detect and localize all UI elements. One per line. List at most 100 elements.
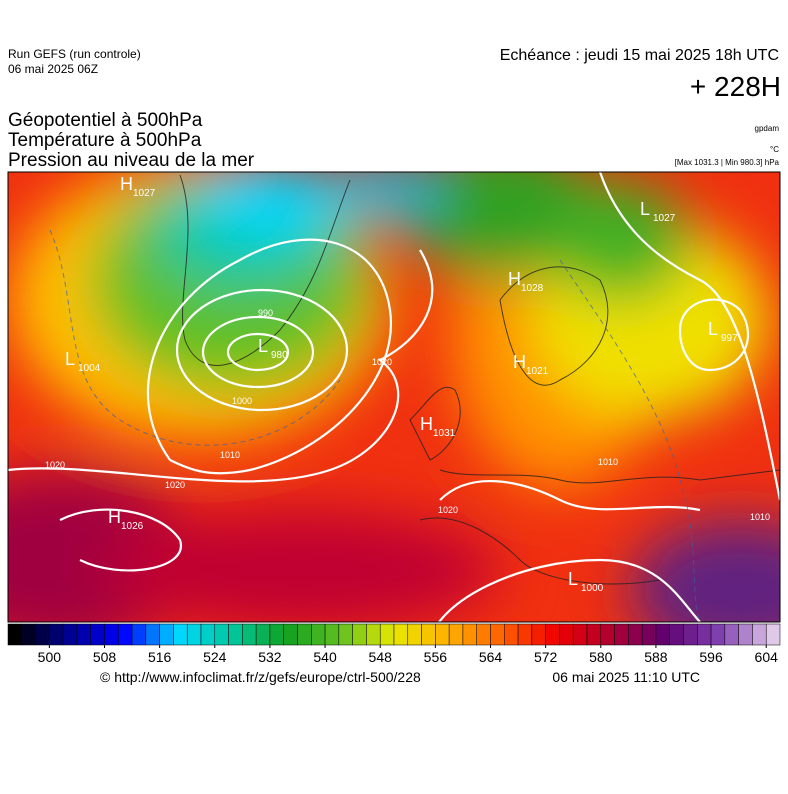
colorbar-swatch — [683, 623, 698, 646]
center-value: 1021 — [526, 366, 549, 377]
colorbar-swatch — [697, 623, 712, 646]
colorbar-swatch — [49, 623, 64, 646]
colorbar-swatch — [366, 623, 381, 646]
colorbar-swatch — [752, 623, 767, 646]
isobar-label: 1020 — [438, 505, 458, 515]
colorbar-swatch — [159, 623, 174, 646]
center-letter: L — [65, 349, 75, 369]
colorbar-swatch — [448, 623, 464, 646]
center-letter: L — [258, 336, 268, 356]
colorbar-swatch — [269, 623, 284, 646]
legend-line: Température à 500hPa — [8, 130, 202, 151]
colorbar-label: 556 — [424, 649, 448, 665]
center-letter: H — [420, 414, 433, 434]
colorbar-swatch — [145, 623, 160, 646]
colorbar-swatch — [324, 623, 340, 646]
center-letter: H — [513, 352, 526, 372]
colorbar-swatch — [131, 623, 147, 646]
colorbar-swatch — [352, 623, 367, 646]
colorbar-swatch — [228, 623, 243, 646]
colorbar-swatch — [641, 623, 657, 646]
colorbar-label: 548 — [369, 649, 393, 665]
colorbar-swatch — [655, 623, 670, 646]
colorbar-swatch — [710, 623, 726, 646]
colorbar-swatch — [628, 623, 643, 646]
center-letter: H — [120, 174, 133, 194]
unit: °C — [770, 145, 779, 154]
colorbar-swatch — [572, 623, 588, 646]
center-letter: H — [508, 269, 521, 289]
colorbar-swatch — [90, 623, 105, 646]
colorbar-swatch — [738, 623, 753, 646]
colorbar-swatch — [214, 623, 229, 646]
center-value: 1031 — [433, 428, 456, 439]
colorbar-swatch — [531, 623, 546, 646]
colorbar-swatch — [283, 623, 298, 646]
colorbar-label: 564 — [479, 649, 503, 665]
center-letter: L — [708, 319, 718, 339]
colorbar-swatch — [476, 623, 491, 646]
colorbar-swatch — [545, 623, 560, 646]
run: Run GEFS (run controle) — [8, 47, 141, 61]
colorbar-swatch — [255, 623, 271, 646]
colorbar-swatch — [200, 623, 216, 646]
colorbar-swatch — [724, 623, 739, 646]
isobar-label: 1020 — [45, 460, 65, 470]
center-value: 1000 — [581, 583, 604, 594]
colorbar-swatch — [338, 623, 353, 646]
isobar-label: 1010 — [220, 450, 240, 460]
colorbar-swatch — [559, 623, 574, 646]
isobar-label: 1020 — [372, 357, 392, 367]
colorbar-swatch — [173, 623, 188, 646]
colorbar-swatch — [379, 623, 395, 646]
colorbar-label: 532 — [258, 649, 282, 665]
center-letter: L — [568, 569, 578, 589]
isobar-label: 1010 — [598, 457, 618, 467]
center-letter: L — [640, 199, 650, 219]
colorbar-swatch — [462, 623, 477, 646]
isobar-label: 1000 — [232, 396, 252, 406]
colorbar-swatch — [62, 623, 78, 646]
colorbar-label: 540 — [313, 649, 337, 665]
colorbar-label: 580 — [589, 649, 613, 665]
generated: 06 mai 2025 11:10 UTC — [552, 669, 700, 685]
colorbar-label: 596 — [699, 649, 723, 665]
isobar-label: 1020 — [165, 480, 185, 490]
colorbar-swatch — [311, 623, 326, 646]
center-value: 980 — [271, 350, 288, 361]
colorbar-swatch — [600, 623, 615, 646]
colorbar-swatch — [297, 623, 312, 646]
unit: gpdam — [755, 124, 780, 133]
colorbar-swatch — [7, 623, 23, 646]
center-value: 1028 — [521, 283, 544, 294]
colorbar-label: 588 — [644, 649, 668, 665]
map-frame — [7, 171, 781, 623]
colorbar-swatch — [586, 623, 602, 646]
colorbar-swatch — [517, 623, 533, 646]
center-value: 1027 — [653, 213, 676, 224]
colorbar-label: 604 — [755, 649, 779, 665]
colorbar-swatch — [242, 623, 257, 646]
colorbar-swatch — [76, 623, 91, 646]
colorbar-swatch — [407, 623, 422, 646]
run-date: 06 mai 2025 06Z — [8, 62, 98, 76]
colorbar-swatch — [104, 623, 119, 646]
colorbar-swatch — [614, 623, 629, 646]
colorbar-swatch — [669, 623, 684, 646]
colorbar-label: 500 — [38, 649, 62, 665]
colorbar-label: 572 — [534, 649, 558, 665]
center-letter: H — [108, 507, 121, 527]
lead-time: + 228H — [690, 71, 781, 102]
colorbar-label: 508 — [93, 649, 117, 665]
center-value: 997 — [721, 333, 738, 344]
colorbar-swatch — [21, 623, 36, 646]
colorbar-swatch — [435, 623, 450, 646]
center-value: 1026 — [121, 521, 144, 532]
colorbar-swatch — [421, 623, 436, 646]
center-value: 1004 — [78, 363, 101, 374]
center-value: 1027 — [133, 188, 156, 199]
colorbar-label: 516 — [148, 649, 172, 665]
colorbar-swatch — [765, 623, 781, 646]
